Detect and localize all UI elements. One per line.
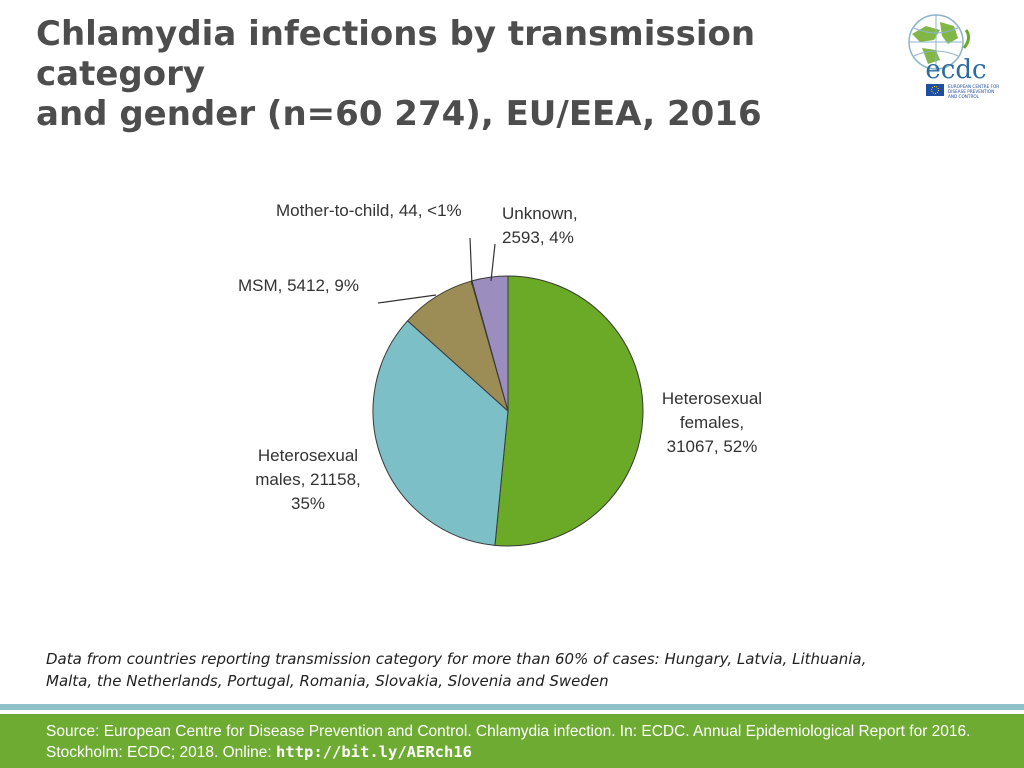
slice-label-heterosexual-males: Heterosexual males, 21158, 35% <box>255 446 361 513</box>
slice-label-line: Heterosexual <box>662 389 762 408</box>
ecdc-tagline-3: AND CONTROL <box>948 94 980 99</box>
slide-title-line-1: Chlamydia infections by transmission cat… <box>36 14 756 94</box>
pie-slice-heterosexual-females <box>494 275 644 547</box>
ecdc-wordmark: ecdc <box>925 55 986 85</box>
slide-title-line-2: and gender (n=60 274), EU/EEA, 2016 <box>36 94 762 134</box>
pie-chart: Heterosexual females, 31067, 52%Heterosexu… <box>238 201 762 547</box>
slice-label-line: 2593, 4% <box>502 228 574 247</box>
pie-slices <box>372 275 644 547</box>
footer-stripe <box>0 704 1024 710</box>
data-note: Data from countries reporting transmissi… <box>46 648 986 692</box>
slice-label-unknown: Unknown, 2593, 4% <box>502 204 578 247</box>
leader-line-unknown <box>490 243 496 282</box>
slice-label-line: Heterosexual <box>258 446 358 465</box>
slice-label-line: Unknown, <box>502 204 578 223</box>
source-text: Source: European Centre for Disease Prev… <box>46 723 971 761</box>
slice-label-line: MSM, 5412, 9% <box>238 276 359 295</box>
leader-line-mother-to-child <box>469 237 473 286</box>
data-note-line-1: Data from countries reporting transmissi… <box>46 650 867 668</box>
slice-label-msm: MSM, 5412, 9% <box>238 276 359 295</box>
slice-label-mother-to-child: Mother-to-child, 44, <1% <box>276 201 462 220</box>
slice-labels: Heterosexual females, 31067, 52%Heterosexu… <box>238 201 762 513</box>
footer: Source: European Centre for Disease Prev… <box>0 714 1024 768</box>
data-note-line-2: Malta, the Netherlands, Portugal, Romani… <box>46 672 609 690</box>
slice-label-heterosexual-females: Heterosexual females, 31067, 52% <box>662 389 762 456</box>
leader-lines <box>377 237 496 304</box>
source-citation: Source: European Centre for Disease Prev… <box>46 722 1014 763</box>
slide-title: Chlamydia infections by transmission cat… <box>36 14 896 134</box>
slice-label-line: 35% <box>291 494 325 513</box>
slice-label-line: males, 21158, <box>255 470 361 489</box>
slice-label-line: females, <box>680 413 744 432</box>
pie-slice-heterosexual-males <box>372 320 509 546</box>
leader-line-msm <box>377 294 437 304</box>
slice-label-line: Mother-to-child, 44, <1% <box>276 201 462 220</box>
ecdc-tagline-2: DISEASE PREVENTION <box>948 89 994 94</box>
globe-icon <box>908 14 971 70</box>
ecdc-logo: ecdc EUROPEAN CENTRE FOR DISEASE PREVENT… <box>908 14 999 99</box>
source-link[interactable]: http://bit.ly/AERch16 <box>276 743 472 761</box>
slice-label-line: 31067, 52% <box>667 437 758 456</box>
ecdc-tagline-1: EUROPEAN CENTRE FOR <box>948 84 999 89</box>
eu-flag-icon <box>926 84 944 96</box>
